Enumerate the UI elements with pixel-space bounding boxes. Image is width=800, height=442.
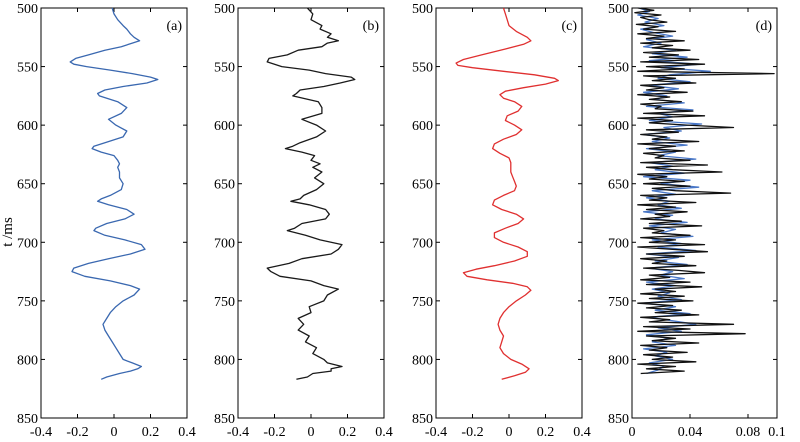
axes-frame (435, 7, 583, 419)
y-tick-label: 500 (214, 2, 235, 17)
y-tick-label: 500 (412, 2, 433, 17)
y-tick-label: 700 (608, 236, 629, 251)
panel-1: 500 550 600 650 700 750 800 850-0.4 -0.2 0 0.2 0.4 (… (17, 2, 196, 440)
x-tick-label: -0.4 (425, 425, 447, 440)
x-tick-label: -0.2 (263, 425, 285, 440)
panel-label: (a) (166, 19, 182, 34)
panel-label: (d) (756, 19, 773, 34)
x-tick-label: 0 (506, 425, 513, 440)
panel-label: (b) (363, 19, 380, 34)
axes-frame (237, 7, 385, 419)
axes-frame (631, 7, 778, 419)
x-tick-label: 0.4 (573, 425, 591, 440)
y-tick-label: 850 (214, 412, 235, 427)
y-tick-label: 700 (214, 236, 235, 251)
y-tick-label: 850 (17, 412, 38, 427)
x-tick-label: 0.2 (537, 425, 555, 440)
x-tick-label: 0.04 (678, 425, 703, 440)
y-tick-label: 800 (17, 353, 38, 368)
panel-label: (c) (561, 19, 577, 34)
y-tick-label: 750 (608, 295, 629, 310)
y-tick-label: 800 (214, 353, 235, 368)
y-tick-label: 750 (17, 295, 38, 310)
x-tick-label: 0 (308, 425, 315, 440)
y-tick-label: 800 (412, 353, 433, 368)
y-tick-label: 550 (412, 61, 433, 76)
series-line-1 (266, 7, 356, 380)
y-tick-label: 800 (608, 353, 629, 368)
y-tick-label: 650 (412, 178, 433, 193)
x-tick-label: -0.2 (461, 425, 483, 440)
x-tick-label: -0.4 (227, 425, 249, 440)
x-tick-label: -0.2 (66, 425, 88, 440)
y-tick-label: 600 (608, 119, 629, 134)
y-tick-label: 500 (608, 2, 629, 17)
y-tick-label: 850 (608, 412, 629, 427)
x-tick-label: 0.1 (768, 425, 786, 440)
x-tick-label: 0.2 (142, 425, 160, 440)
series-line-1 (69, 7, 159, 380)
y-tick-label: 700 (412, 236, 433, 251)
y-tick-label: 650 (17, 178, 38, 193)
y-tick-label: 600 (412, 119, 433, 134)
panel-3: 500 550 600 650 700 750 800 850-0.4 -0.2 0 0.2 0.4 (… (412, 2, 591, 440)
y-tick-label: 650 (214, 178, 235, 193)
x-tick-label: -0.4 (30, 425, 52, 440)
x-tick-label: 0.2 (339, 425, 357, 440)
y-tick-label: 750 (214, 295, 235, 310)
y-tick-label: 600 (17, 119, 38, 134)
y-tick-label: 850 (412, 412, 433, 427)
y-axis-title: t /ms (0, 217, 16, 247)
y-tick-label: 550 (608, 61, 629, 76)
x-tick-label: 0.4 (375, 425, 393, 440)
y-tick-label: 600 (214, 119, 235, 134)
y-tick-label: 500 (17, 2, 38, 17)
x-tick-label: 0 (629, 425, 636, 440)
x-tick-label: 0.08 (736, 425, 761, 440)
y-tick-label: 700 (17, 236, 38, 251)
x-tick-label: 0 (111, 425, 118, 440)
series-line-2 (634, 7, 775, 375)
axes-frame (40, 7, 188, 419)
y-tick-label: 650 (608, 178, 629, 193)
y-tick-label: 750 (412, 295, 433, 310)
x-tick-label: 0.4 (178, 425, 196, 440)
panel-2: 500 550 600 650 700 750 800 850-0.4 -0.2 0 0.2 0.4 (… (214, 2, 393, 440)
y-tick-label: 550 (214, 61, 235, 76)
series-line-1 (455, 7, 559, 380)
y-tick-label: 550 (17, 61, 38, 76)
